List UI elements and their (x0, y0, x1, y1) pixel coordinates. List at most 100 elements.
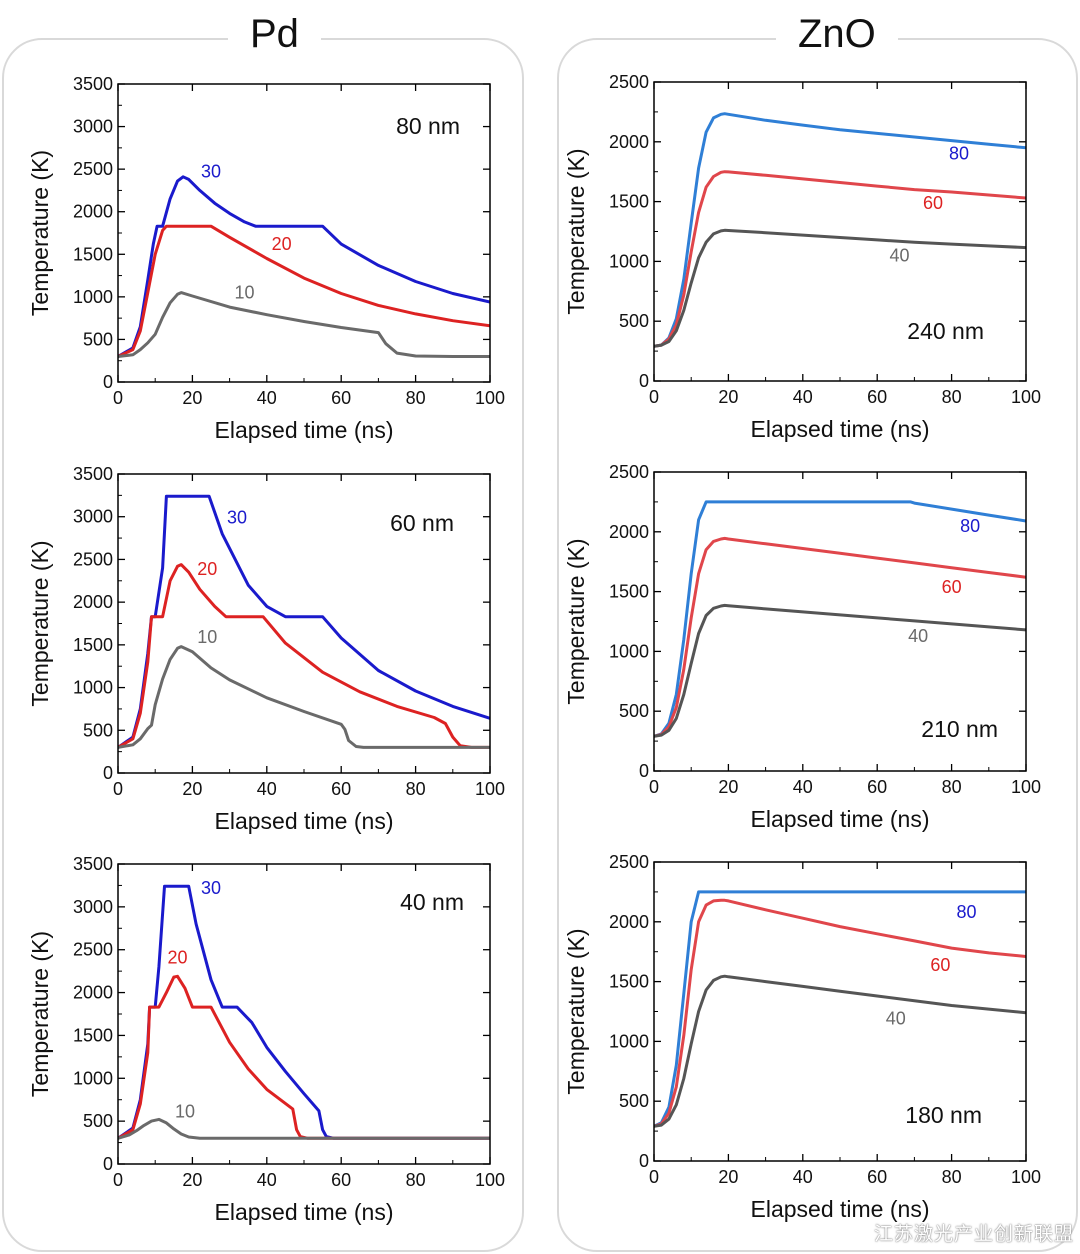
zno-240-x-axis-label: Elapsed time (ns) (751, 416, 930, 442)
zno-210-thickness-annotation: 210 nm (921, 716, 998, 742)
zno-180-xtick-label: 80 (942, 1167, 962, 1187)
pd-80-series-10-line (118, 291, 490, 358)
pd-60-series-20-label: 20 (197, 559, 217, 579)
pd-80-series-20-label: 20 (272, 234, 292, 254)
pd-60-series-30-label: 30 (227, 508, 247, 528)
zno-210-ytick-label: 1500 (609, 582, 649, 602)
zno-210-ytick-label: 1000 (609, 641, 649, 661)
zno-180-xtick-label: 20 (718, 1167, 738, 1187)
zno-240-ytick-label: 0 (639, 371, 649, 391)
pd-60-ytick-label: 0 (103, 763, 113, 783)
zno-180-xtick-label: 60 (867, 1167, 887, 1187)
zno-210-xtick-label: 40 (793, 777, 813, 797)
pd-60-xtick-label: 60 (331, 779, 351, 799)
zno-240-ytick-label: 2500 (609, 72, 649, 92)
pd-80-xtick-label: 20 (182, 388, 202, 408)
pd-60-ytick-label: 3500 (73, 464, 113, 484)
zno-240-ytick-label: 1500 (609, 192, 649, 212)
pd-80-ytick-label: 2500 (73, 159, 113, 179)
pd-40-xtick-label: 100 (475, 1170, 505, 1190)
pd-60-ytick-label: 1000 (73, 678, 113, 698)
zno-240-series-60-line (654, 170, 1026, 348)
pd-40-xtick-label: 60 (331, 1170, 351, 1190)
pd-60-series-10-label: 10 (197, 627, 217, 647)
pd-80-ytick-label: 3000 (73, 117, 113, 137)
zno-210-x-axis-label: Elapsed time (ns) (751, 806, 930, 832)
pd-60-ytick-label: 1500 (73, 635, 113, 655)
pd-80-ytick-label: 1000 (73, 287, 113, 307)
zno-180-xtick-label: 100 (1011, 1167, 1041, 1187)
pd-40-series-20-label: 20 (168, 947, 188, 967)
pd-60-xtick-label: 40 (257, 779, 277, 799)
pd-40-series-20-line (118, 974, 490, 1140)
zno-240-series-40-line (654, 228, 1026, 348)
zno-180-series-40-label: 40 (886, 1009, 906, 1029)
zno-210-series-40-label: 40 (908, 626, 928, 646)
zno-210-xtick-label: 60 (867, 777, 887, 797)
zno-180-y-axis-label: Temperature (K) (563, 928, 589, 1094)
zno-240-ytick-label: 500 (619, 311, 649, 331)
pd-group-title: Pd (228, 8, 321, 60)
zno-group-title: ZnO (776, 8, 898, 60)
zno-240-xtick-label: 60 (867, 387, 887, 407)
pd-80-series-30-line (118, 175, 490, 358)
pd-40-ytick-label: 2000 (73, 983, 113, 1003)
zno-210-ytick-label: 500 (619, 701, 649, 721)
zno-180-ytick-label: 2500 (609, 852, 649, 872)
pd-40-xtick-label: 80 (406, 1170, 426, 1190)
zno-240-xtick-label: 40 (793, 387, 813, 407)
pd-80-y-axis-label: Temperature (K) (27, 150, 53, 316)
zno-240-series-60-label: 60 (923, 193, 943, 213)
pd-80-xtick-label: 80 (406, 388, 426, 408)
pd-60-xtick-label: 100 (475, 779, 505, 799)
watermark-text: 江苏激光产业创新联盟 (873, 1224, 1074, 1245)
pd-80-xtick-label: 0 (113, 388, 123, 408)
zno-180-series-40-line (654, 974, 1026, 1128)
zno-240-xtick-label: 80 (942, 387, 962, 407)
pd-60-series-20-line (118, 563, 490, 749)
zno-180-series-80-line (654, 890, 1026, 1128)
pd-40-ytick-label: 0 (103, 1154, 113, 1174)
zno-180-thickness-annotation: 180 nm (905, 1102, 982, 1128)
zno-210-ytick-label: 2500 (609, 462, 649, 482)
pd-80-ytick-label: 0 (103, 372, 113, 392)
zno-210-ytick-label: 0 (639, 761, 649, 781)
pd-80-x-axis-label: Elapsed time (ns) (215, 417, 394, 443)
zno-240-xtick-label: 20 (718, 387, 738, 407)
pd-40-xtick-label: 0 (113, 1170, 123, 1190)
zno-210-series-60-label: 60 (942, 577, 962, 597)
zno-210-xtick-label: 0 (649, 777, 659, 797)
zno-210-y-axis-label: Temperature (K) (563, 538, 589, 704)
pd-60-ytick-label: 2000 (73, 592, 113, 612)
pd-40-series-10-line (118, 1117, 490, 1140)
zno-180-series-60-line (654, 898, 1026, 1128)
pd-60-series-10-line (118, 645, 490, 749)
zno-210-xtick-label: 100 (1011, 777, 1041, 797)
pd-40-ytick-label: 2500 (73, 940, 113, 960)
pd-60-ytick-label: 2500 (73, 549, 113, 569)
zno-180-xtick-label: 40 (793, 1167, 813, 1187)
pd-80-ytick-label: 3500 (73, 74, 113, 94)
zno-210-series-40-line (654, 603, 1026, 738)
pd-60-ytick-label: 500 (83, 720, 113, 740)
zno-180-ytick-label: 1000 (609, 1031, 649, 1051)
pd-60-xtick-label: 80 (406, 779, 426, 799)
pd-60-ytick-label: 3000 (73, 507, 113, 527)
zno-240-thickness-annotation: 240 nm (907, 318, 984, 344)
pd-60-thickness-annotation: 60 nm (390, 510, 454, 536)
zno-210-series-80-line (654, 500, 1026, 738)
pd-40-xtick-label: 40 (257, 1170, 277, 1190)
pd-40-xtick-label: 20 (182, 1170, 202, 1190)
zno-180-ytick-label: 1500 (609, 972, 649, 992)
zno-180-xtick-label: 0 (649, 1167, 659, 1187)
zno-180-series-60-label: 60 (930, 955, 950, 975)
zno-180-ytick-label: 500 (619, 1091, 649, 1111)
zno-210-series-60-line (654, 536, 1026, 738)
zno-210-series-80-label: 80 (960, 516, 980, 536)
zno-240-y-axis-label: Temperature (K) (563, 148, 589, 314)
pd-40-y-axis-label: Temperature (K) (27, 931, 53, 1097)
